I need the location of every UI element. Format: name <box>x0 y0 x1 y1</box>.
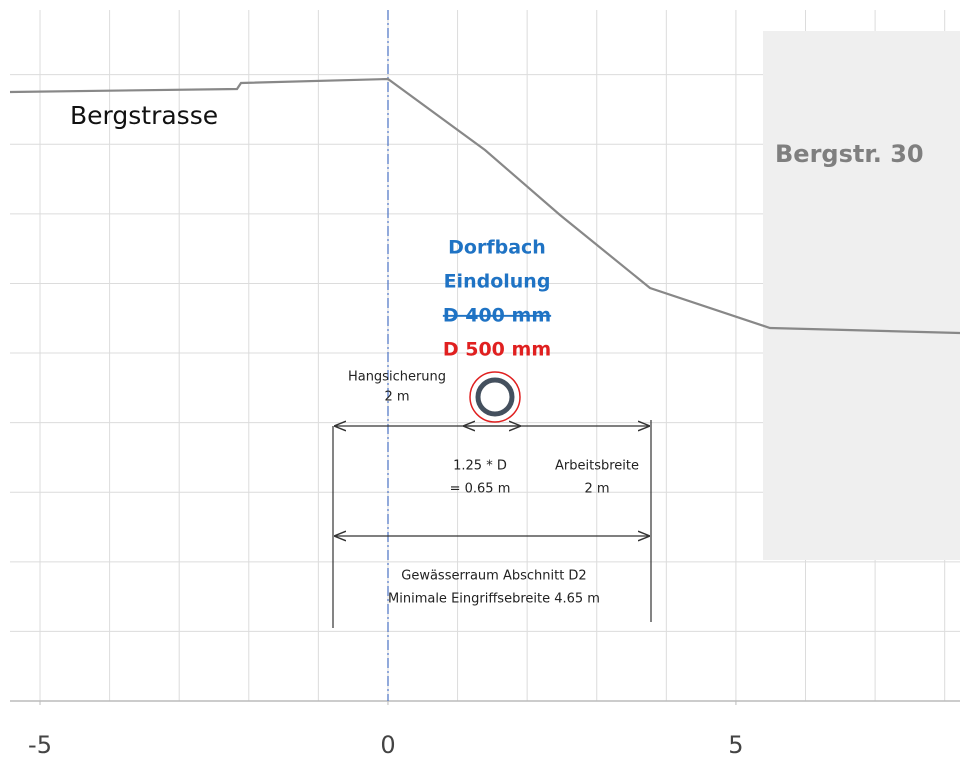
slope-label: Hangsicherung <box>348 370 446 385</box>
terrain-profile <box>9 77 960 335</box>
work-width: 2 m <box>584 482 609 497</box>
x-tick-label: 0 <box>380 731 395 759</box>
space-title: Gewässerraum Abschnitt D2 <box>401 569 586 584</box>
x-tick-label: 5 <box>728 731 743 759</box>
stream-kind: Eindolung <box>444 271 551 293</box>
pipe-width: = 0.65 m <box>450 482 511 497</box>
house-label: Bergstr. 30 <box>775 140 924 168</box>
slope-width: 2 m <box>384 390 409 405</box>
work-label: Arbeitsbreite <box>555 459 639 474</box>
x-tick-label: -5 <box>28 731 52 759</box>
old-diameter: D 400 mm <box>443 305 551 327</box>
space-width: Minimale Eingriffsebreite 4.65 m <box>388 592 600 607</box>
street-label: Bergstrasse <box>70 101 218 130</box>
pipe-factor: 1.25 * D <box>453 459 507 474</box>
stream-name: Dorfbach <box>448 237 546 259</box>
house-area <box>763 31 960 560</box>
new-diameter: D 500 mm <box>443 339 551 361</box>
pipe-old <box>475 377 515 417</box>
